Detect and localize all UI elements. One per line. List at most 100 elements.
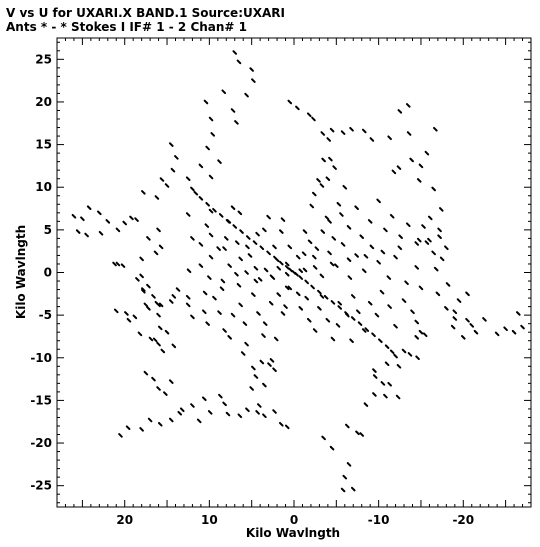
uv-point [345, 312, 350, 318]
x-tick-label: 10 [201, 513, 218, 527]
uv-point [196, 418, 202, 424]
uv-point [156, 386, 161, 391]
uv-point [350, 316, 356, 321]
uv-point [324, 215, 330, 221]
uv-point [151, 376, 156, 382]
uv-point [346, 462, 352, 467]
uv-point [247, 253, 253, 258]
uv-point [141, 287, 146, 292]
uv-point [376, 198, 381, 204]
y-tick-label: 15 [35, 138, 52, 152]
uv-point [262, 321, 268, 326]
uv-point [207, 410, 213, 415]
uv-point [120, 263, 126, 268]
y-tick-label: -5 [39, 308, 52, 322]
uv-point [156, 341, 161, 347]
uv-point [261, 333, 266, 338]
uv-point [168, 417, 174, 423]
uv-point [345, 423, 350, 429]
uv-point [511, 329, 517, 335]
uv-point [251, 78, 256, 83]
uv-point [159, 177, 165, 182]
uv-point [115, 227, 121, 233]
uv-point [427, 237, 432, 243]
uv-point [284, 271, 290, 277]
uv-point [335, 323, 341, 328]
uv-point [460, 335, 466, 340]
uv-point [125, 425, 131, 430]
uv-point [284, 285, 290, 291]
uv-point [259, 359, 265, 365]
uv-point [269, 274, 275, 280]
uv-point [312, 328, 318, 333]
uv-point [387, 135, 392, 141]
uv-point [287, 285, 293, 291]
uv-point [295, 254, 301, 260]
uv-point [198, 263, 204, 268]
uv-point [337, 305, 343, 310]
uv-point [414, 265, 420, 270]
uv-point [234, 271, 239, 277]
uv-point [327, 250, 332, 256]
uv-point [371, 332, 376, 338]
uv-point [326, 137, 332, 142]
uv-point [157, 421, 163, 427]
chart-title: V vs U for UXARI.X BAND.1 Source:UXARI [6, 6, 285, 20]
uv-point [397, 245, 403, 251]
uv-point [452, 316, 458, 321]
uv-point [298, 268, 304, 274]
uv-point [306, 317, 312, 323]
uv-point [433, 266, 439, 272]
uv-point [433, 126, 438, 132]
uv-point [410, 309, 415, 315]
x-tick-label: -10 [368, 513, 390, 527]
uv-point [349, 126, 354, 132]
uv-point [330, 336, 336, 342]
uv-point [422, 332, 428, 338]
uv-point [396, 165, 402, 170]
uv-point [317, 289, 322, 295]
uv-point [141, 288, 146, 294]
uv-point [276, 265, 282, 271]
uv-point [465, 291, 470, 297]
uv-point [208, 116, 214, 122]
uv-point [255, 410, 260, 415]
uv-point [177, 410, 183, 416]
uv-point [406, 131, 412, 136]
uv-point [346, 257, 352, 263]
uv-point [256, 311, 261, 316]
uv-point [361, 328, 367, 333]
uv-point [409, 157, 414, 163]
uv-point [431, 186, 436, 192]
uv-point [220, 278, 226, 284]
uv-point [219, 286, 225, 292]
uv-point [129, 215, 134, 221]
uv-point [386, 275, 392, 280]
axis-ticks [56, 38, 532, 507]
uv-point [225, 411, 231, 417]
uv-point [168, 142, 174, 147]
uv-point [272, 409, 277, 414]
chart-subtitle: Ants * - * Stokes I IF# 1 - 2 Chan# 1 [6, 20, 247, 34]
uv-point [146, 283, 151, 289]
uv-point [494, 331, 500, 337]
uv-point [350, 294, 356, 299]
uv-point [421, 224, 426, 229]
uv-point [304, 279, 309, 285]
uv-point [444, 245, 449, 251]
uv-point [380, 381, 386, 386]
uv-point [237, 210, 243, 216]
uv-point [252, 240, 258, 245]
uv-point [384, 344, 390, 349]
uv-point [156, 312, 161, 318]
uv-point [163, 391, 168, 396]
uv-point [253, 278, 259, 284]
uv-point [207, 275, 212, 280]
uv-point [302, 229, 308, 234]
uv-point [244, 92, 249, 98]
uv-point [307, 239, 313, 245]
uv-point [329, 261, 335, 267]
uv-point [424, 150, 430, 156]
uv-point [160, 348, 166, 354]
y-tick-label: -10 [30, 351, 52, 365]
